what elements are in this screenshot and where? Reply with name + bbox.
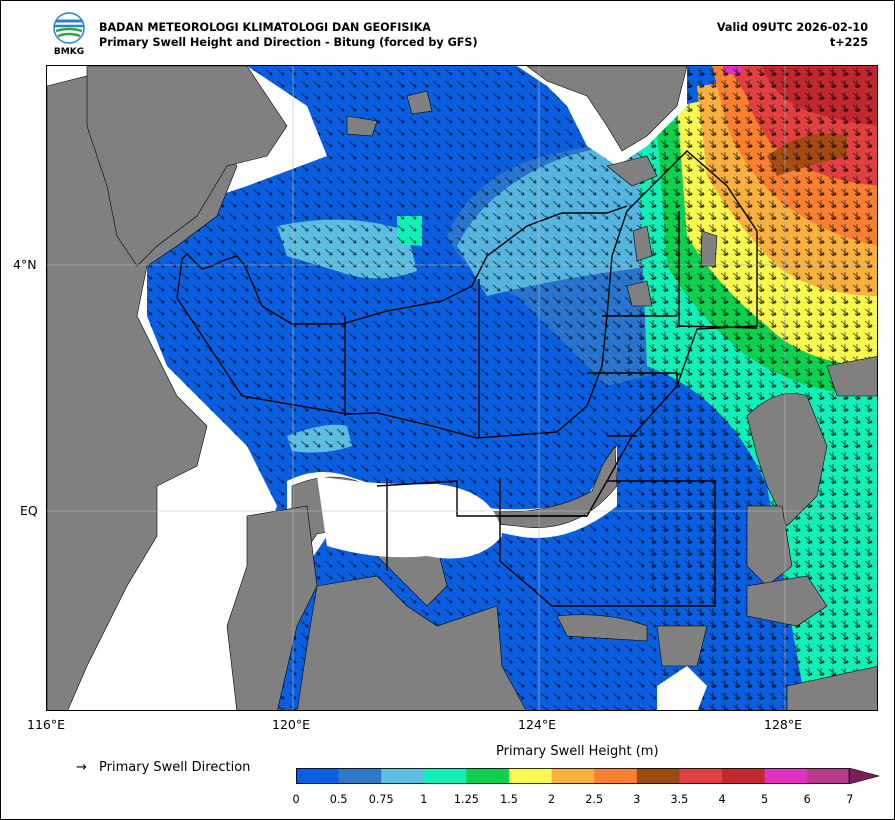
colorbar-cell <box>551 768 595 784</box>
colorbar-cell <box>764 768 808 784</box>
colorbar-cell <box>679 768 723 784</box>
forecast-region-boundaries <box>176 150 758 607</box>
colorbar-cell <box>423 768 467 784</box>
lon-tick-label: 128°E <box>764 717 803 732</box>
colorbar-tick-label: 7 <box>846 793 854 806</box>
colorbar-cell <box>381 768 425 784</box>
colorbar-tick-label: 3.5 <box>670 793 689 806</box>
colorbar-cell <box>466 768 510 784</box>
colorbar-cell <box>636 768 680 784</box>
colorbar-cell <box>807 768 851 784</box>
colorbar-extension <box>848 768 881 784</box>
arrow-icon: → <box>76 760 87 775</box>
logo-text: BMKG <box>54 47 84 56</box>
colorbar-tick-label: 6 <box>803 793 811 806</box>
colorbar-tick-label: 4 <box>718 793 726 806</box>
colorbar-tick-label: 3 <box>633 793 641 806</box>
map-canvas <box>47 66 877 710</box>
colorbar <box>296 768 881 784</box>
colorbar-tick-label: 0.5 <box>329 793 348 806</box>
colorbar-tick-label: 2.5 <box>585 793 604 806</box>
colorbar-cell <box>594 768 638 784</box>
valid-time: Valid 09UTC 2026-02-10 <box>716 21 868 34</box>
colorbar-cell <box>722 768 766 784</box>
colorbar-cell <box>296 768 340 784</box>
lon-tick-label: 124°E <box>518 717 557 732</box>
colorbar-tick-label: 0 <box>292 793 300 806</box>
colorbar-tick-label: 2 <box>548 793 556 806</box>
lon-tick-label: 120°E <box>272 717 311 732</box>
colorbar-tick-label: 1.25 <box>453 793 479 806</box>
lat-tick-label: 4°N <box>13 257 37 272</box>
colorbar-title: Primary Swell Height (m) <box>496 744 659 759</box>
lat-tick-label: EQ <box>20 503 38 518</box>
direction-legend: → Primary Swell Direction <box>76 760 250 775</box>
colorbar-tick-label: 5 <box>761 793 769 806</box>
colorbar-tick-label: 1.5 <box>500 793 518 806</box>
organization-title: BADAN METEOROLOGI KLIMATOLOGI DAN GEOFIS… <box>99 21 431 34</box>
graticule <box>47 66 877 710</box>
bmkg-logo: BMKG <box>53 12 85 56</box>
forecast-step: t+225 <box>829 36 868 49</box>
colorbar-tick-label: 0.75 <box>368 793 394 806</box>
colorbar-tick-label: 1 <box>420 793 428 806</box>
product-title: Primary Swell Height and Direction - Bit… <box>99 36 478 49</box>
colorbar-cell <box>338 768 382 784</box>
land-areas <box>47 66 877 710</box>
lon-tick-label: 116°E <box>27 717 66 732</box>
header-left: BADAN METEOROLOGI KLIMATOLOGI DAN GEOFIS… <box>99 20 478 50</box>
direction-legend-label: Primary Swell Direction <box>99 760 251 775</box>
swell-map <box>46 65 878 711</box>
colorbar-cell <box>509 768 553 784</box>
header-right: Valid 09UTC 2026-02-10 t+225 <box>717 20 868 50</box>
